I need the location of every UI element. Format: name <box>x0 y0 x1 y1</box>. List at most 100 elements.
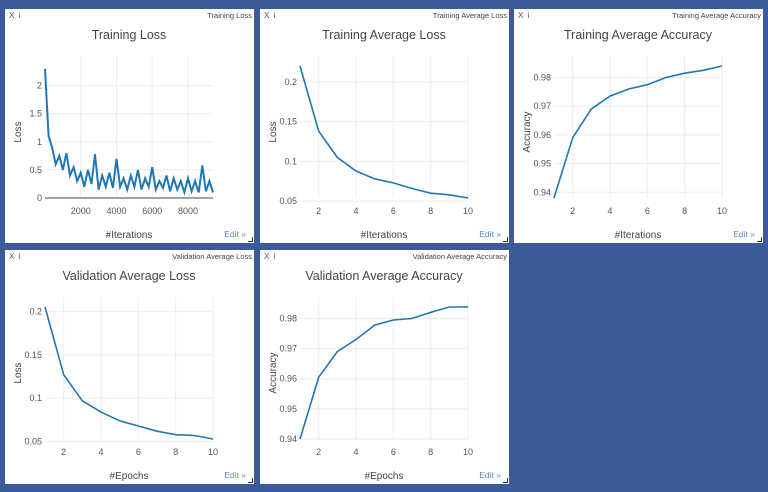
chart-title: Training Average Loss <box>322 28 446 42</box>
info-button[interactable]: i <box>18 252 21 261</box>
x-tick-label: 4 <box>353 206 358 216</box>
resize-handle-icon[interactable] <box>503 237 508 242</box>
x-axis-label: #Iterations <box>361 230 408 241</box>
chart-window[interactable]: X i Validation Average Accuracy Edit » 2… <box>260 250 509 484</box>
chart: 2 4 6 8 10 0.05 0.1 0.15 0.2 Training Average Los… <box>268 28 473 241</box>
x-tick-label: 4 <box>353 447 358 457</box>
window-title: Validation Average Accuracy <box>412 252 507 261</box>
x-axis-label: #Epochs <box>365 471 404 482</box>
x-axis-label: #Iterations <box>106 230 153 241</box>
y-tick-label: 0.98 <box>279 313 297 323</box>
y-tick-label: 0.15 <box>279 117 297 127</box>
y-tick-label: 0.15 <box>24 350 42 360</box>
x-tick-label: 10 <box>208 447 218 457</box>
chart-window[interactable]: X i Training Average Loss Edit » 2 4 6 8 10 0… <box>260 9 509 243</box>
window-title: Training Average Accuracy <box>672 11 761 20</box>
x-tick-label: 2 <box>61 447 66 457</box>
edit-link[interactable]: Edit » <box>224 470 246 480</box>
y-tick-label: 0.94 <box>533 187 551 197</box>
info-button[interactable]: i <box>273 252 276 261</box>
x-axis-label: #Epochs <box>110 471 149 482</box>
x-tick-label: 6000 <box>142 206 162 216</box>
edit-link[interactable]: Edit » <box>479 470 501 480</box>
info-button[interactable]: i <box>18 11 21 20</box>
window-title: Training Loss <box>207 11 252 20</box>
y-tick-label: 2 <box>37 81 42 91</box>
edit-link[interactable]: Edit » <box>224 229 246 239</box>
y-tick-label: 0.05 <box>24 437 42 447</box>
edit-link[interactable]: Edit » <box>479 229 501 239</box>
y-tick-label: 0.2 <box>29 306 42 316</box>
x-tick-label: 8000 <box>178 206 198 216</box>
x-tick-label: 2000 <box>71 206 91 216</box>
y-axis-label: Loss <box>13 362 24 383</box>
x-tick-label: 8 <box>428 206 433 216</box>
y-tick-label: 0.96 <box>279 374 297 384</box>
series-line <box>299 65 469 199</box>
edit-link[interactable]: Edit » <box>733 229 755 239</box>
info-button[interactable]: i <box>527 11 530 20</box>
chart-window[interactable]: X i Training Average Accuracy Edit » 2 4 6… <box>514 9 763 243</box>
x-tick-label: 6 <box>136 447 141 457</box>
chart: 2 4 6 8 10 0.05 0.1 0.15 0.2 Validation Average L… <box>13 269 218 482</box>
series-line <box>299 306 468 440</box>
chart-window[interactable]: X i Training Loss Edit » 2000 4000 6000 800… <box>5 9 254 243</box>
close-button[interactable]: X <box>264 11 270 20</box>
y-tick-label: 0.2 <box>284 77 297 87</box>
chart-title: Training Average Accuracy <box>564 28 713 42</box>
resize-handle-icon[interactable] <box>248 237 253 242</box>
y-axis-label: Loss <box>13 121 24 142</box>
x-tick-label: 6 <box>391 447 396 457</box>
y-tick-label: 1.5 <box>29 109 42 119</box>
window-title: Training Average Loss <box>432 11 507 20</box>
y-tick-label: 0.95 <box>279 404 297 414</box>
y-axis-label: Accuracy <box>268 352 279 393</box>
y-tick-label: 0.94 <box>279 434 297 444</box>
chart: 2 4 6 8 10 0.94 0.95 0.96 0.97 0.98 Validation Ave… <box>268 269 473 482</box>
close-button[interactable]: X <box>9 252 15 261</box>
y-tick-label: 0.96 <box>533 130 551 140</box>
series-line <box>44 68 214 197</box>
chart: 2000 4000 6000 8000 0 0.5 1 1.5 2 Training Loss #I… <box>13 28 214 241</box>
y-tick-label: 0 <box>37 193 42 203</box>
x-tick-label: 2 <box>316 206 321 216</box>
x-tick-label: 10 <box>463 206 473 216</box>
resize-handle-icon[interactable] <box>757 237 762 242</box>
y-tick-label: 0.1 <box>29 393 42 403</box>
y-tick-label: 0.97 <box>279 344 297 354</box>
x-tick-label: 10 <box>463 447 473 457</box>
chart: 2 4 6 8 10 0.94 0.95 0.96 0.97 0.98 Training Avera… <box>522 28 727 241</box>
x-tick-label: 6 <box>645 206 650 216</box>
y-tick-label: 0.1 <box>284 156 297 166</box>
x-tick-label: 4000 <box>106 206 126 216</box>
chart-title: Validation Average Loss <box>63 269 196 283</box>
x-tick-label: 4 <box>98 447 103 457</box>
resize-handle-icon[interactable] <box>503 478 508 483</box>
close-button[interactable]: X <box>9 11 15 20</box>
y-axis-label: Loss <box>268 121 279 142</box>
x-axis-label: #Iterations <box>615 230 662 241</box>
y-tick-label: 0.97 <box>533 101 551 111</box>
x-tick-label: 8 <box>682 206 687 216</box>
x-tick-label: 8 <box>428 447 433 457</box>
y-tick-label: 0.98 <box>533 72 551 82</box>
x-tick-label: 10 <box>717 206 727 216</box>
series-line <box>44 306 214 440</box>
x-tick-label: 8 <box>173 447 178 457</box>
x-tick-label: 2 <box>570 206 575 216</box>
x-tick-label: 4 <box>607 206 612 216</box>
chart-title: Training Loss <box>92 28 167 42</box>
chart-window[interactable]: X i Validation Average Loss Edit » 2 4 6 8 1… <box>5 250 254 484</box>
resize-handle-icon[interactable] <box>248 478 253 483</box>
window-title: Validation Average Loss <box>172 252 252 261</box>
y-axis-label: Accuracy <box>522 111 533 152</box>
y-tick-label: 0.5 <box>29 165 42 175</box>
x-tick-label: 6 <box>391 206 396 216</box>
series-line <box>553 65 723 199</box>
x-tick-label: 2 <box>316 447 321 457</box>
y-tick-label: 1 <box>37 137 42 147</box>
close-button[interactable]: X <box>264 252 270 261</box>
info-button[interactable]: i <box>273 11 276 20</box>
y-tick-label: 0.95 <box>533 159 551 169</box>
close-button[interactable]: X <box>518 11 524 20</box>
